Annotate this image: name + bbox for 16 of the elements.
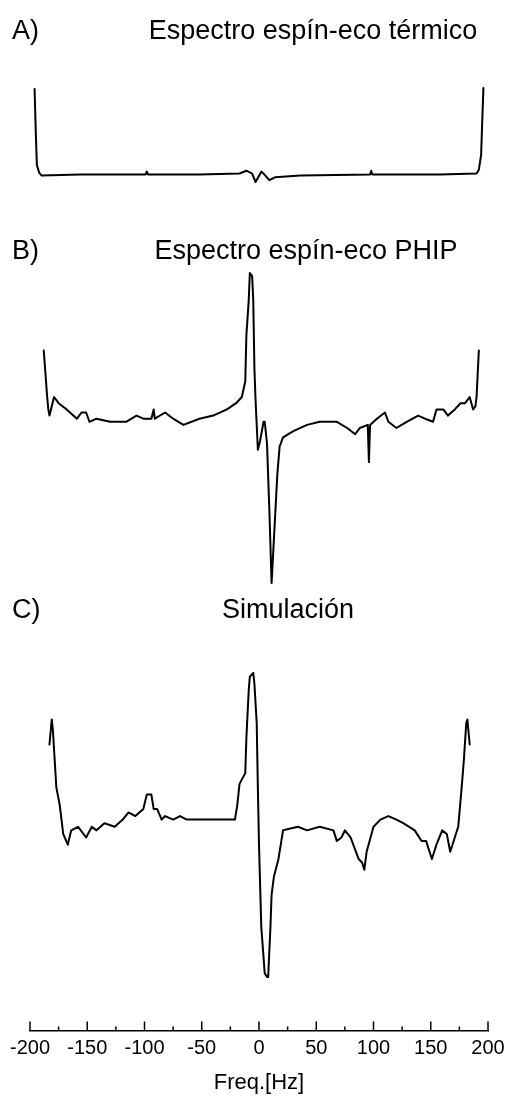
chart-title: Simulación	[221, 593, 355, 625]
x-tick-label: -100	[124, 1036, 165, 1059]
x-tick-label: 100	[356, 1036, 391, 1059]
x-axis-title: Freq.[Hz]	[213, 1068, 305, 1094]
x-tick-label: -200	[9, 1036, 51, 1059]
chart-title: Espectro espín-eco térmico	[148, 14, 478, 46]
chart-title: Espectro espín-eco PHIP	[154, 234, 458, 266]
text: B)	[12, 234, 39, 266]
text: C)	[12, 593, 41, 625]
x-tick-label: 150	[414, 1036, 448, 1059]
x-tick-label: 50	[305, 1036, 328, 1059]
text: A)	[12, 14, 39, 46]
x-tick-label: 200	[471, 1036, 505, 1059]
x-tick-label: -50	[187, 1036, 217, 1059]
x-tick-label: -150	[67, 1036, 108, 1059]
x-tick-label: 0	[253, 1036, 265, 1059]
